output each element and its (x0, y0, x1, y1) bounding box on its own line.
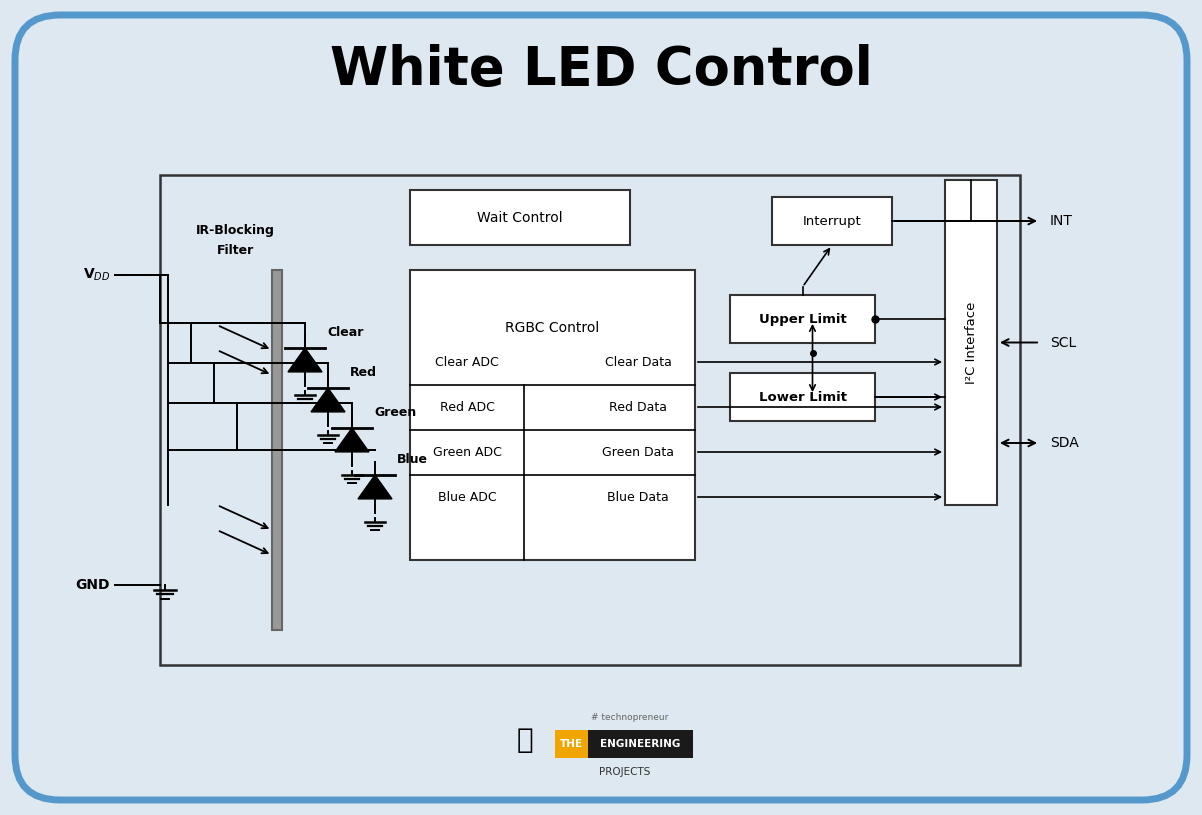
Bar (410, 190, 630, 245)
FancyBboxPatch shape (14, 15, 1188, 800)
Text: Clear Data: Clear Data (605, 355, 672, 368)
Bar (730, 373, 875, 421)
Text: White LED Control: White LED Control (329, 44, 873, 96)
Text: Blue ADC: Blue ADC (438, 491, 496, 504)
Text: GND: GND (76, 578, 111, 592)
Bar (730, 295, 875, 343)
Text: Interrupt: Interrupt (803, 214, 862, 227)
Text: Wait Control: Wait Control (477, 210, 563, 224)
Text: Blue: Blue (397, 452, 428, 465)
Polygon shape (335, 428, 369, 452)
Text: RGBC Control: RGBC Control (505, 320, 600, 334)
Polygon shape (288, 348, 322, 372)
Text: V$_{DD}$: V$_{DD}$ (83, 267, 111, 283)
Text: # technopreneur: # technopreneur (591, 713, 668, 723)
Text: Red: Red (350, 365, 377, 378)
Text: Filter: Filter (216, 244, 254, 257)
Text: Clear ADC: Clear ADC (435, 355, 499, 368)
Bar (272, 270, 282, 630)
Text: Green: Green (374, 406, 416, 418)
Text: Green ADC: Green ADC (433, 446, 501, 459)
Text: I²C Interface: I²C Interface (964, 302, 977, 384)
Text: Clear: Clear (327, 325, 363, 338)
Text: THE: THE (560, 739, 583, 749)
Text: Lower Limit: Lower Limit (758, 390, 846, 403)
Text: 🤖: 🤖 (517, 726, 534, 754)
Text: INT: INT (1051, 214, 1073, 228)
Bar (410, 270, 695, 560)
Bar (588, 730, 694, 758)
Text: IR-Blocking: IR-Blocking (196, 223, 274, 236)
Text: PROJECTS: PROJECTS (600, 767, 650, 777)
Bar (945, 180, 996, 505)
Text: Blue Data: Blue Data (607, 491, 668, 504)
Bar (160, 175, 1020, 665)
Text: Green Data: Green Data (602, 446, 674, 459)
Polygon shape (311, 388, 345, 412)
Polygon shape (358, 475, 392, 499)
Bar (555, 730, 588, 758)
Text: SCL: SCL (1051, 336, 1076, 350)
Text: SDA: SDA (1051, 436, 1078, 450)
Text: ENGINEERING: ENGINEERING (600, 739, 680, 749)
Text: Red ADC: Red ADC (440, 400, 494, 413)
Bar (772, 197, 892, 245)
Text: Red Data: Red Data (609, 400, 667, 413)
Text: Upper Limit: Upper Limit (758, 312, 846, 325)
